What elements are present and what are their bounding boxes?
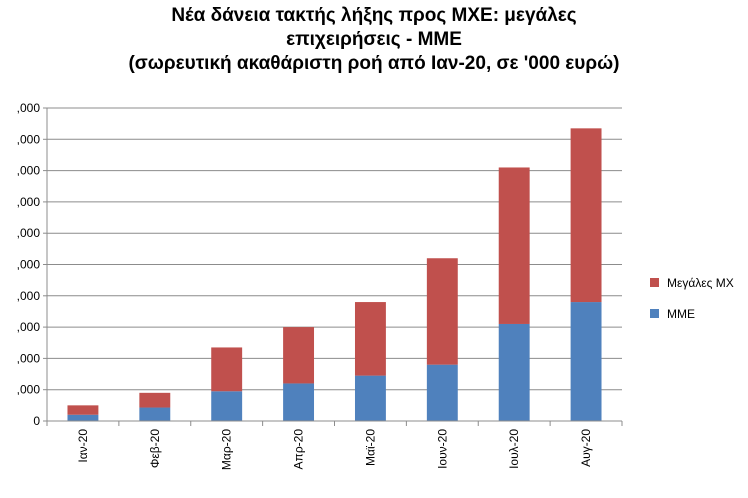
- bar-segment-large-enterprises: [426, 258, 458, 365]
- y-tick-label: ,000: [17, 101, 41, 115]
- y-tick-label: ,000: [17, 132, 41, 146]
- y-tick-label: 0: [33, 414, 40, 428]
- bar-segment-large-enterprises: [67, 405, 99, 415]
- y-tick-label: ,000: [17, 195, 41, 209]
- y-tick-label: ,000: [17, 320, 41, 334]
- y-tick-label: ,000: [17, 258, 41, 272]
- bar-segment-mme: [283, 383, 315, 421]
- legend-swatch: [650, 278, 659, 287]
- legend: Μεγάλες ΜΧ ΜΜΕ: [650, 276, 734, 321]
- bar-segment-large-enterprises: [570, 128, 602, 303]
- bar-segment-mme: [426, 364, 458, 421]
- bar-segment-mme: [67, 414, 99, 421]
- bar-segment-large-enterprises: [354, 302, 386, 376]
- legend-label: ΜΜΕ: [667, 307, 695, 321]
- y-tick-label: ,000: [17, 164, 41, 178]
- bar-segment-mme: [354, 375, 386, 421]
- axes: 0 ,000 ,000 ,000 ,000 ,000 ,000 ,000 ,000 ,000 ,00…: [17, 101, 623, 470]
- bar-segment-large-enterprises: [498, 167, 530, 324]
- legend-swatch: [650, 309, 659, 318]
- bar-segment-large-enterprises: [283, 327, 315, 384]
- bar-segment-large-enterprises: [139, 392, 171, 408]
- chart-title-line-3: (σωρευτική ακαθάριστη ροή από Ιαν-20, σε…: [128, 53, 620, 74]
- bar-segment-large-enterprises: [211, 347, 243, 392]
- x-tick-label: Μαϊ-20: [363, 429, 377, 466]
- y-tick-label: ,000: [17, 289, 41, 303]
- bar-segment-mme: [570, 302, 602, 421]
- chart-title-line-2: επιχειρήσεις - ΜΜΕ: [286, 29, 462, 50]
- bar-segment-mme: [498, 323, 530, 421]
- x-tick-label: Μαρ-20: [220, 429, 234, 470]
- chart-title-line-1: Νέα δάνεια τακτής λήξης προς ΜΧΕ: μεγάλε…: [171, 5, 577, 26]
- y-tick-label: ,000: [17, 226, 41, 240]
- gridlines: [47, 107, 622, 391]
- bar-segment-mme: [139, 407, 171, 421]
- legend-label: Μεγάλες ΜΧ: [667, 276, 734, 290]
- x-tick-label: Ιαν-20: [76, 429, 90, 463]
- y-tick-label: ,000: [17, 383, 41, 397]
- x-tick-label: Φεβ-20: [148, 429, 162, 468]
- x-tick-label: Ιουλ-20: [507, 429, 521, 469]
- y-tick-label: ,000: [17, 351, 41, 365]
- x-tick-label: Αυγ-20: [579, 429, 593, 467]
- chart-title: Νέα δάνεια τακτής λήξης προς ΜΧΕ: μεγάλε…: [0, 4, 748, 76]
- bar-segment-mme: [211, 391, 243, 421]
- bars: [67, 128, 602, 421]
- x-tick-label: Ιουν-20: [435, 429, 449, 469]
- x-tick-label: Απρ-20: [292, 429, 306, 470]
